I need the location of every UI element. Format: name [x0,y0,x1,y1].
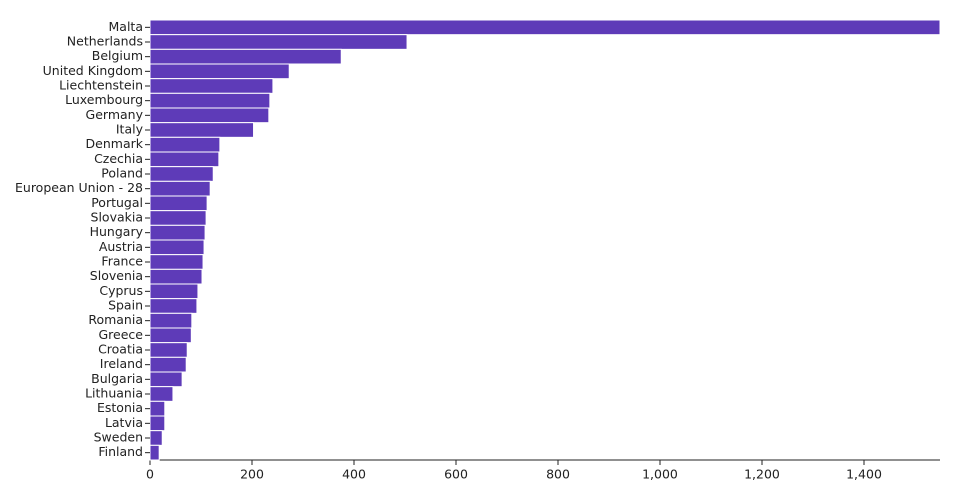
x-tick-label: 200 [240,467,264,482]
bar [149,283,199,300]
x-tick-label: 800 [546,467,570,482]
bar [149,415,166,432]
bar [149,254,204,270]
bar [149,92,271,109]
bar [149,342,188,358]
x-tick-label: 0 [146,467,154,482]
bar [149,430,163,446]
x-tick-label: 1,000 [642,467,678,482]
y-tick-label: Luxembourg [65,92,143,107]
y-tick-label: Finland [98,444,143,459]
bar [149,386,174,402]
y-tick-label: Czechia [94,151,143,166]
y-tick-label: Latvia [105,415,143,430]
bar [149,210,207,226]
y-tick-label: Denmark [86,136,144,151]
bar [149,312,193,329]
y-tick-label: Hungary [90,224,144,239]
bar [149,444,160,461]
y-tick-label: European Union - 28 [15,180,143,195]
y-tick-label: Spain [108,298,143,313]
y-tick-label: Lithuania [85,386,143,401]
bar [149,239,205,256]
bar [149,78,274,94]
bar [149,195,208,212]
y-tick-label: Slovakia [91,210,143,225]
y-tick-label: Greece [99,327,144,342]
y-tick-label: Sweden [94,430,143,445]
y-tick-label: Croatia [98,342,143,357]
y-tick-label: Ireland [100,356,143,371]
bar [149,122,255,138]
y-tick-label: Poland [101,166,143,181]
bar [149,224,206,241]
x-tick-label: 600 [444,467,468,482]
bar [149,268,203,285]
y-tick-label: Malta [109,19,143,34]
y-tick-label: Belgium [92,48,143,63]
y-tick-label: Portugal [91,195,143,210]
y-tick-label: Liechtenstein [59,78,143,93]
bar [149,298,198,314]
bar [149,63,290,80]
bar [149,327,192,344]
x-tick-label: 400 [342,467,366,482]
bar [149,356,187,373]
y-tick-label: Austria [99,239,143,254]
bar [149,180,211,197]
bar [149,371,183,388]
y-tick-label: Cyprus [99,283,143,298]
y-tick-label: Netherlands [67,34,143,49]
bar [149,151,220,168]
x-tick-label: 1,400 [846,467,882,482]
y-tick-label: France [101,254,143,269]
bar [149,48,342,65]
y-tick-label: United Kingdom [43,63,143,78]
y-tick-label: Bulgaria [91,371,143,386]
bar [149,19,941,36]
y-tick-label: Estonia [97,400,143,415]
bar [149,34,408,50]
bar [149,166,214,182]
y-tick-label: Germany [86,107,144,122]
bar [149,107,270,124]
bar [149,400,166,417]
y-tick-label: Slovenia [90,268,143,283]
bar [149,136,221,153]
x-tick-label: 1,200 [744,467,780,482]
y-tick-label: Italy [116,122,144,137]
y-tick-label: Romania [88,312,143,327]
